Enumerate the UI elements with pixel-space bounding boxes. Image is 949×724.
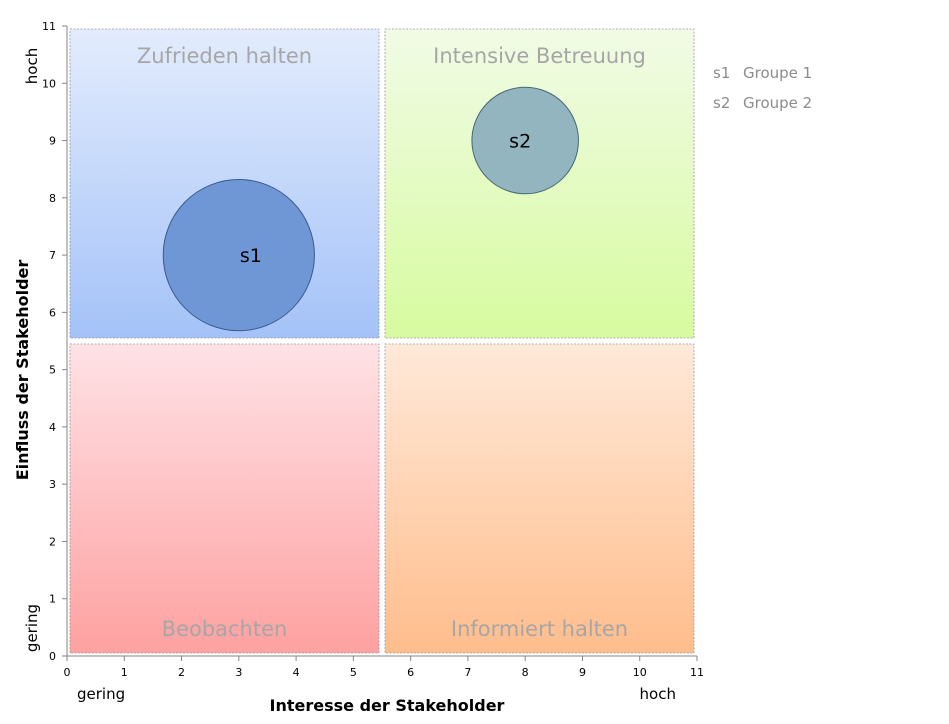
legend-name-s2: Groupe 2 [743, 94, 812, 112]
x-tick-label: 4 [293, 666, 300, 679]
y-axis-high-label: hoch [23, 48, 41, 84]
x-axis-low-label: gering [77, 685, 125, 703]
legend-id-s2: s2 [713, 94, 730, 112]
x-tick-label: 8 [522, 666, 529, 679]
quadrant-label-intensive-betreuung: Intensive Betreuung [433, 44, 646, 68]
quadrant-label-informiert-halten: Informiert halten [451, 617, 628, 641]
y-tick-label: 7 [49, 249, 56, 262]
x-tick-label: 6 [407, 666, 414, 679]
x-axis-title: Interesse der Stakeholder [270, 696, 505, 715]
bubble-s1 [162, 178, 315, 332]
x-tick-label: 1 [121, 666, 128, 679]
quadrant-informiert-halten [384, 343, 695, 654]
legend: s1 Groupe 1 s2 Groupe 2 [713, 64, 812, 112]
y-tick-label: 8 [49, 192, 56, 205]
axes-layer: 0 1 2 3 4 5 6 7 8 9 10 11 0 1 2 3 4 5 6 7 8 9 10 11 [42, 20, 704, 679]
y-axis-low-label: gering [23, 604, 41, 652]
x-tick-label: 10 [633, 666, 647, 679]
bubble-label-s2: s2 [509, 131, 531, 153]
bubbles-layer: s1 s2 [162, 86, 579, 332]
x-tick-label: 5 [350, 666, 357, 679]
y-tick-label: 6 [49, 306, 56, 319]
y-tick-label: 5 [49, 364, 56, 377]
y-tick-label: 1 [49, 593, 56, 606]
x-tick-label: 2 [178, 666, 185, 679]
legend-id-s1: s1 [713, 64, 730, 82]
bubble-label-s1: s1 [240, 245, 262, 267]
quadrant-label-zufrieden-halten: Zufrieden halten [137, 44, 312, 68]
bubble-s2 [471, 86, 579, 195]
x-tick-label: 7 [464, 666, 471, 679]
quadrants-layer: Zufrieden halten Intensive Betreuung Beoba… [69, 28, 695, 654]
y-tick-label: 0 [49, 650, 56, 663]
x-tick-label: 9 [579, 666, 586, 679]
y-tick-label: 11 [42, 20, 56, 33]
quadrant-beobachten [69, 343, 380, 654]
y-axis-title: Einfluss der Stakeholder [13, 260, 32, 481]
quadrant-label-beobachten: Beobachten [162, 617, 288, 641]
legend-name-s1: Groupe 1 [743, 64, 812, 82]
y-tick-label: 4 [49, 421, 56, 434]
y-tick-label: 3 [49, 478, 56, 491]
x-tick-label: 0 [64, 666, 71, 679]
x-tick-label: 11 [690, 666, 704, 679]
y-tick-label: 9 [49, 135, 56, 148]
x-axis-high-label: hoch [640, 685, 676, 703]
y-tick-label: 2 [49, 535, 56, 548]
x-tick-label: 3 [235, 666, 242, 679]
y-tick-label: 10 [42, 77, 56, 90]
